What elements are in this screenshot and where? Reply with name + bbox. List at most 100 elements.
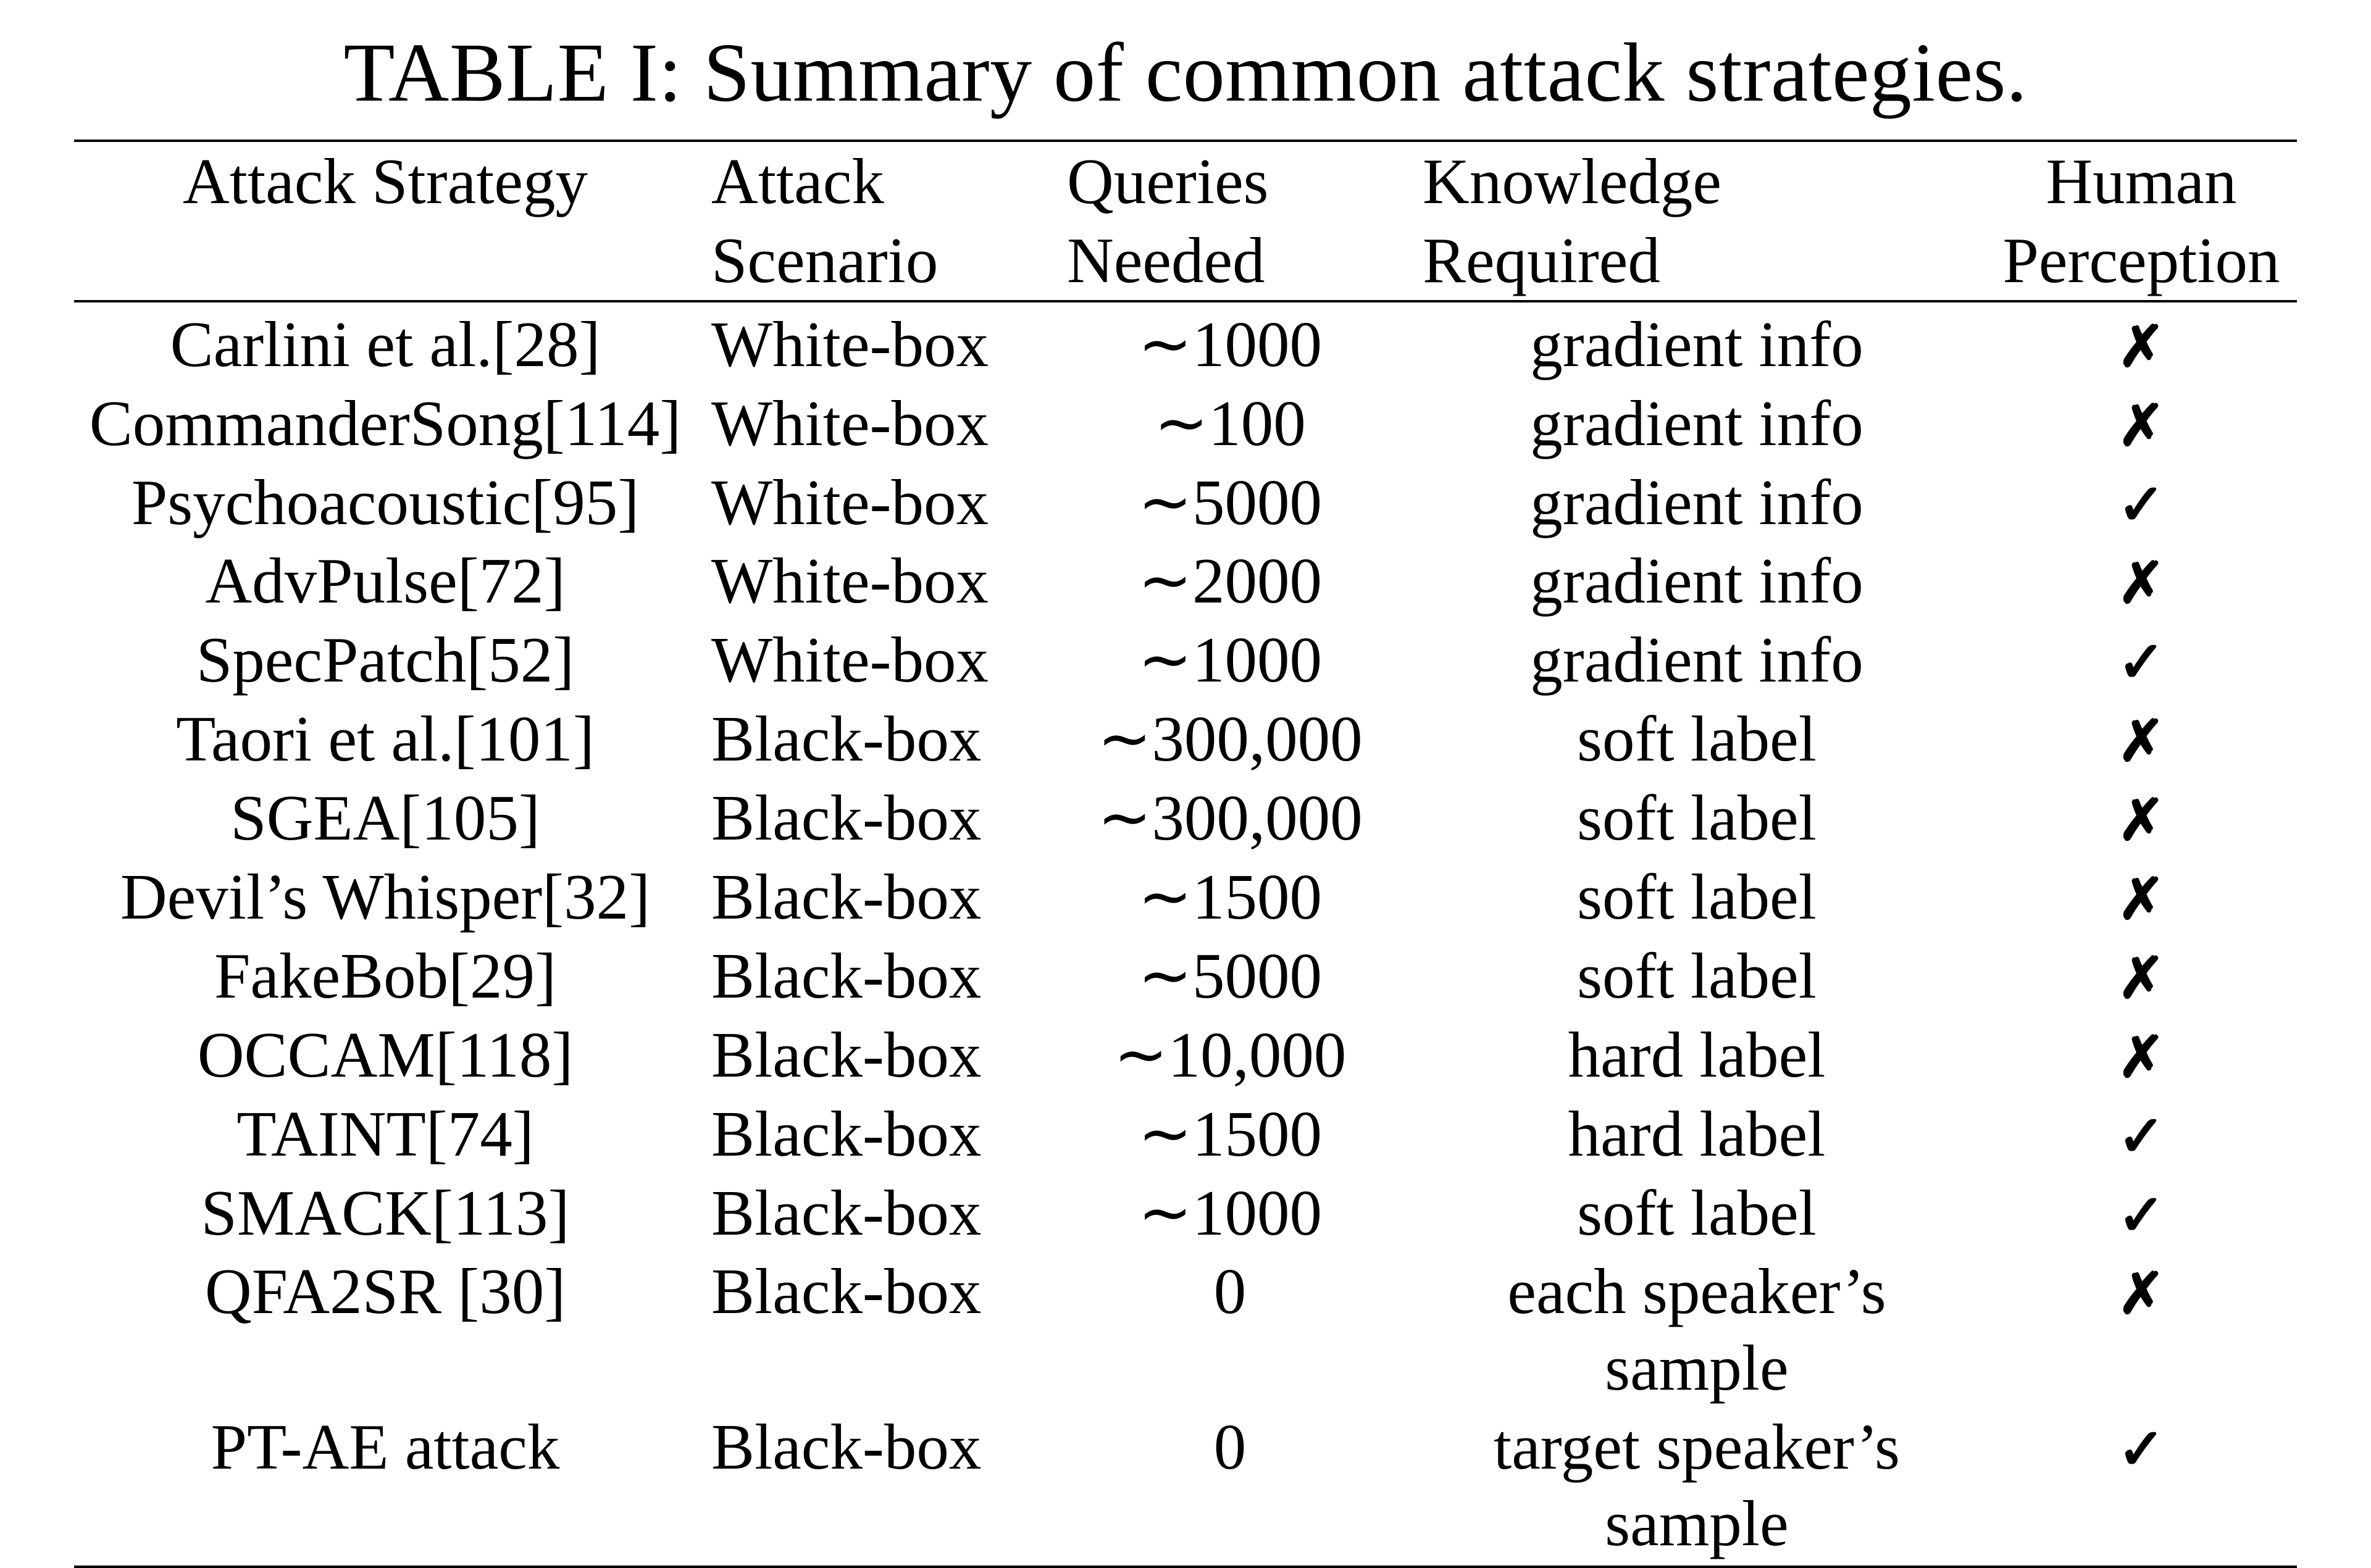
table-caption: TABLE I: Summary of common attack strate… bbox=[74, 25, 2297, 121]
col-header-knowledge-line2: Required bbox=[1408, 221, 1986, 301]
cell-queries: 0 bbox=[1052, 1407, 1408, 1567]
cell-perception: ✗ bbox=[1986, 384, 2297, 463]
col-header-strategy: Attack Strategy bbox=[74, 141, 696, 301]
col-header-strategy-text: Attack Strategy bbox=[89, 143, 682, 220]
cell-strategy: PT-AE attack bbox=[74, 1407, 696, 1567]
cross-icon: ✗ bbox=[2117, 1262, 2165, 1325]
cell-perception: ✓ bbox=[1986, 620, 2297, 699]
cell-strategy: SGEA[105] bbox=[74, 778, 696, 857]
col-header-percep-line2: Perception bbox=[1986, 221, 2297, 301]
cell-strategy: AdvPulse[72] bbox=[74, 541, 696, 620]
cell-knowledge: soft label bbox=[1408, 936, 1986, 1015]
table-row: AdvPulse[72]White-box∼2000gradient info ✗ bbox=[74, 541, 2297, 620]
cell-scenario: Black-box bbox=[696, 936, 1052, 1015]
cell-perception: ✗ bbox=[1986, 699, 2297, 778]
cell-perception: ✓ bbox=[1986, 463, 2297, 542]
cross-icon: ✗ bbox=[2117, 789, 2165, 852]
cell-scenario: Black-box bbox=[696, 778, 1052, 857]
check-icon: ✓ bbox=[2117, 631, 2165, 694]
cell-knowledge: soft label bbox=[1408, 699, 1986, 778]
cell-strategy: Devil’s Whisper[32] bbox=[74, 857, 696, 936]
table-row: SGEA[105]Black-box∼300,000soft label✗ bbox=[74, 778, 2297, 857]
cell-perception: ✗ bbox=[1986, 301, 2297, 384]
cell-knowledge: each speaker’s sample bbox=[1408, 1252, 1986, 1407]
cell-queries: ∼5000 bbox=[1052, 936, 1408, 1015]
cell-perception: ✓ bbox=[1986, 1174, 2297, 1253]
table-row: TAINT[74]Black-box∼1500hard label ✓ bbox=[74, 1095, 2297, 1174]
cell-queries: ∼100 bbox=[1052, 384, 1408, 463]
cell-strategy: CommanderSong[114] bbox=[74, 384, 696, 463]
cell-scenario: White-box bbox=[696, 620, 1052, 699]
cell-queries: ∼10,000 bbox=[1052, 1015, 1408, 1095]
cell-scenario: Black-box bbox=[696, 699, 1052, 778]
col-header-percep-line1: Human bbox=[1986, 141, 2297, 221]
col-header-scenario-line2: Scenario bbox=[696, 221, 1052, 301]
col-header-queries-line2: Needed bbox=[1052, 221, 1408, 301]
col-header-scenario-line1: Attack bbox=[696, 141, 1052, 221]
check-icon: ✓ bbox=[2117, 1184, 2165, 1247]
cell-knowledge: soft label bbox=[1408, 1174, 1986, 1253]
cell-knowledge: hard label bbox=[1408, 1015, 1986, 1095]
table-row: SMACK[113]Black-box∼1000soft label ✓ bbox=[74, 1174, 2297, 1253]
table-row: Carlini et al.[28]White-box∼1000gradient… bbox=[74, 301, 2297, 384]
table-row: Taori et al.[101]Black-box∼300,000soft l… bbox=[74, 699, 2297, 778]
cell-strategy: Psychoacoustic[95] bbox=[74, 463, 696, 542]
cell-knowledge: soft label bbox=[1408, 778, 1986, 857]
cell-strategy: SMACK[113] bbox=[74, 1174, 696, 1253]
cell-scenario: White-box bbox=[696, 301, 1052, 384]
cell-queries: ∼2000 bbox=[1052, 541, 1408, 620]
cell-knowledge: gradient info bbox=[1408, 301, 1986, 384]
cell-strategy: OCCAM[118] bbox=[74, 1015, 696, 1095]
cell-knowledge: hard label bbox=[1408, 1095, 1986, 1174]
cross-icon: ✗ bbox=[2117, 394, 2165, 457]
cell-perception: ✗ bbox=[1986, 1015, 2297, 1095]
cross-icon: ✗ bbox=[2117, 710, 2165, 773]
header-row-1: Attack Strategy Attack Queries Knowledge… bbox=[74, 141, 2297, 221]
table-row: PT-AE attackBlack-box0target speaker’s s… bbox=[74, 1407, 2297, 1567]
cell-perception: ✗ bbox=[1986, 778, 2297, 857]
table-row: SpecPatch[52]White-box∼1000gradient info… bbox=[74, 620, 2297, 699]
cell-scenario: White-box bbox=[696, 541, 1052, 620]
cross-icon: ✗ bbox=[2117, 947, 2165, 1010]
cell-queries: 0 bbox=[1052, 1252, 1408, 1407]
cell-knowledge: gradient info bbox=[1408, 620, 1986, 699]
cell-strategy: FakeBob[29] bbox=[74, 936, 696, 1015]
cell-perception: ✓ bbox=[1986, 1095, 2297, 1174]
cell-perception: ✗ bbox=[1986, 857, 2297, 936]
cell-scenario: Black-box bbox=[696, 1407, 1052, 1567]
cell-queries: ∼300,000 bbox=[1052, 699, 1408, 778]
cell-perception: ✗ bbox=[1986, 1252, 2297, 1407]
table-row: CommanderSong[114]White-box∼100gradient … bbox=[74, 384, 2297, 463]
cell-strategy: SpecPatch[52] bbox=[74, 620, 696, 699]
attack-strategies-table: Attack Strategy Attack Queries Knowledge… bbox=[74, 140, 2297, 1568]
cell-perception: ✗ bbox=[1986, 936, 2297, 1015]
check-icon: ✓ bbox=[2117, 1418, 2165, 1481]
cell-scenario: Black-box bbox=[696, 1174, 1052, 1253]
cell-scenario: Black-box bbox=[696, 857, 1052, 936]
table-body: Carlini et al.[28]White-box∼1000gradient… bbox=[74, 301, 2297, 1567]
cell-knowledge: gradient info bbox=[1408, 541, 1986, 620]
cross-icon: ✗ bbox=[2117, 552, 2165, 615]
cell-queries: ∼1500 bbox=[1052, 1095, 1408, 1174]
col-header-queries-line1: Queries bbox=[1052, 141, 1408, 221]
cell-scenario: Black-box bbox=[696, 1095, 1052, 1174]
table-row: Psychoacoustic[95]White-box∼5000gradient… bbox=[74, 463, 2297, 542]
cell-strategy: QFA2SR [30] bbox=[74, 1252, 696, 1407]
cell-perception: ✗ bbox=[1986, 541, 2297, 620]
cell-knowledge: gradient info bbox=[1408, 384, 1986, 463]
cell-knowledge: gradient info bbox=[1408, 463, 1986, 542]
cell-queries: ∼1000 bbox=[1052, 1174, 1408, 1253]
cell-strategy: TAINT[74] bbox=[74, 1095, 696, 1174]
cell-scenario: White-box bbox=[696, 384, 1052, 463]
check-icon: ✓ bbox=[2117, 1105, 2165, 1168]
cell-perception: ✓ bbox=[1986, 1407, 2297, 1567]
cell-queries: ∼1000 bbox=[1052, 301, 1408, 384]
table-header: Attack Strategy Attack Queries Knowledge… bbox=[74, 141, 2297, 301]
col-header-knowledge-line1: Knowledge bbox=[1408, 141, 1986, 221]
cell-strategy: Taori et al.[101] bbox=[74, 699, 696, 778]
cell-knowledge: soft label bbox=[1408, 857, 1986, 936]
cross-icon: ✗ bbox=[2117, 868, 2165, 931]
cross-icon: ✗ bbox=[2117, 315, 2165, 378]
cell-scenario: White-box bbox=[696, 463, 1052, 542]
cross-icon: ✗ bbox=[2117, 1026, 2165, 1089]
